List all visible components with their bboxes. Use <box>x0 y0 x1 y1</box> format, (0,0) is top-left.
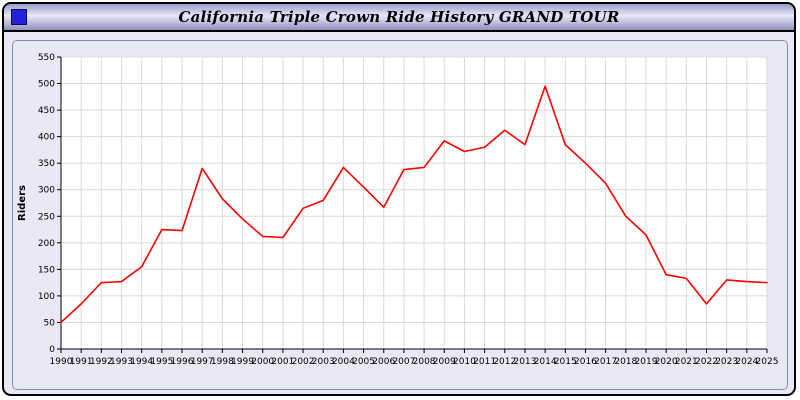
svg-text:2021: 2021 <box>675 357 698 367</box>
svg-text:2011: 2011 <box>473 357 496 367</box>
svg-text:250: 250 <box>38 212 55 222</box>
title-bar: California Triple Crown Ride History GRA… <box>4 4 794 32</box>
svg-text:550: 550 <box>38 53 55 63</box>
svg-text:2024: 2024 <box>735 357 758 367</box>
chart-panel: 0 50 100 150 200 250 300 350 400 450 500 550 1990 199… <box>12 40 788 390</box>
svg-text:1997: 1997 <box>191 357 214 367</box>
svg-text:2008: 2008 <box>413 357 436 367</box>
svg-text:2023: 2023 <box>715 357 738 367</box>
svg-text:200: 200 <box>38 239 55 249</box>
app-icon <box>11 9 27 25</box>
svg-text:2009: 2009 <box>433 357 456 367</box>
svg-text:Riders: Riders <box>17 185 28 221</box>
svg-text:50: 50 <box>44 318 56 328</box>
svg-text:2013: 2013 <box>513 357 536 367</box>
svg-text:2012: 2012 <box>493 357 516 367</box>
svg-text:450: 450 <box>38 106 55 116</box>
svg-text:2005: 2005 <box>352 357 375 367</box>
svg-text:1994: 1994 <box>130 357 153 367</box>
svg-text:1993: 1993 <box>110 357 133 367</box>
svg-text:2000: 2000 <box>251 357 274 367</box>
svg-text:1995: 1995 <box>150 357 173 367</box>
svg-text:1996: 1996 <box>171 357 194 367</box>
svg-text:2001: 2001 <box>271 357 294 367</box>
app-window: California Triple Crown Ride History GRA… <box>2 2 796 396</box>
svg-text:1992: 1992 <box>90 357 113 367</box>
svg-text:1991: 1991 <box>70 357 93 367</box>
svg-text:300: 300 <box>38 186 55 196</box>
svg-text:2004: 2004 <box>332 357 355 367</box>
svg-text:2019: 2019 <box>635 357 658 367</box>
svg-text:2014: 2014 <box>534 357 557 367</box>
svg-text:2025: 2025 <box>756 357 779 367</box>
svg-text:100: 100 <box>38 292 55 302</box>
svg-text:2006: 2006 <box>372 357 395 367</box>
svg-text:2016: 2016 <box>574 357 597 367</box>
svg-text:350: 350 <box>38 159 55 169</box>
svg-text:2020: 2020 <box>655 357 678 367</box>
svg-text:1990: 1990 <box>50 357 73 367</box>
svg-text:2003: 2003 <box>312 357 335 367</box>
svg-text:2010: 2010 <box>453 357 476 367</box>
svg-text:2017: 2017 <box>594 357 617 367</box>
svg-text:2007: 2007 <box>392 357 415 367</box>
ride-history-chart: 0501001502002503003504004505005501990199… <box>17 53 779 367</box>
svg-text:0: 0 <box>49 345 55 355</box>
svg-text:2018: 2018 <box>614 357 637 367</box>
svg-text:500: 500 <box>38 80 55 90</box>
svg-text:2015: 2015 <box>554 357 577 367</box>
svg-text:1998: 1998 <box>211 357 234 367</box>
svg-text:2022: 2022 <box>695 357 718 367</box>
svg-text:150: 150 <box>38 265 55 275</box>
svg-text:2002: 2002 <box>292 357 315 367</box>
svg-text:400: 400 <box>38 133 55 143</box>
svg-text:1999: 1999 <box>231 357 254 367</box>
window-title: California Triple Crown Ride History GRA… <box>178 8 620 26</box>
